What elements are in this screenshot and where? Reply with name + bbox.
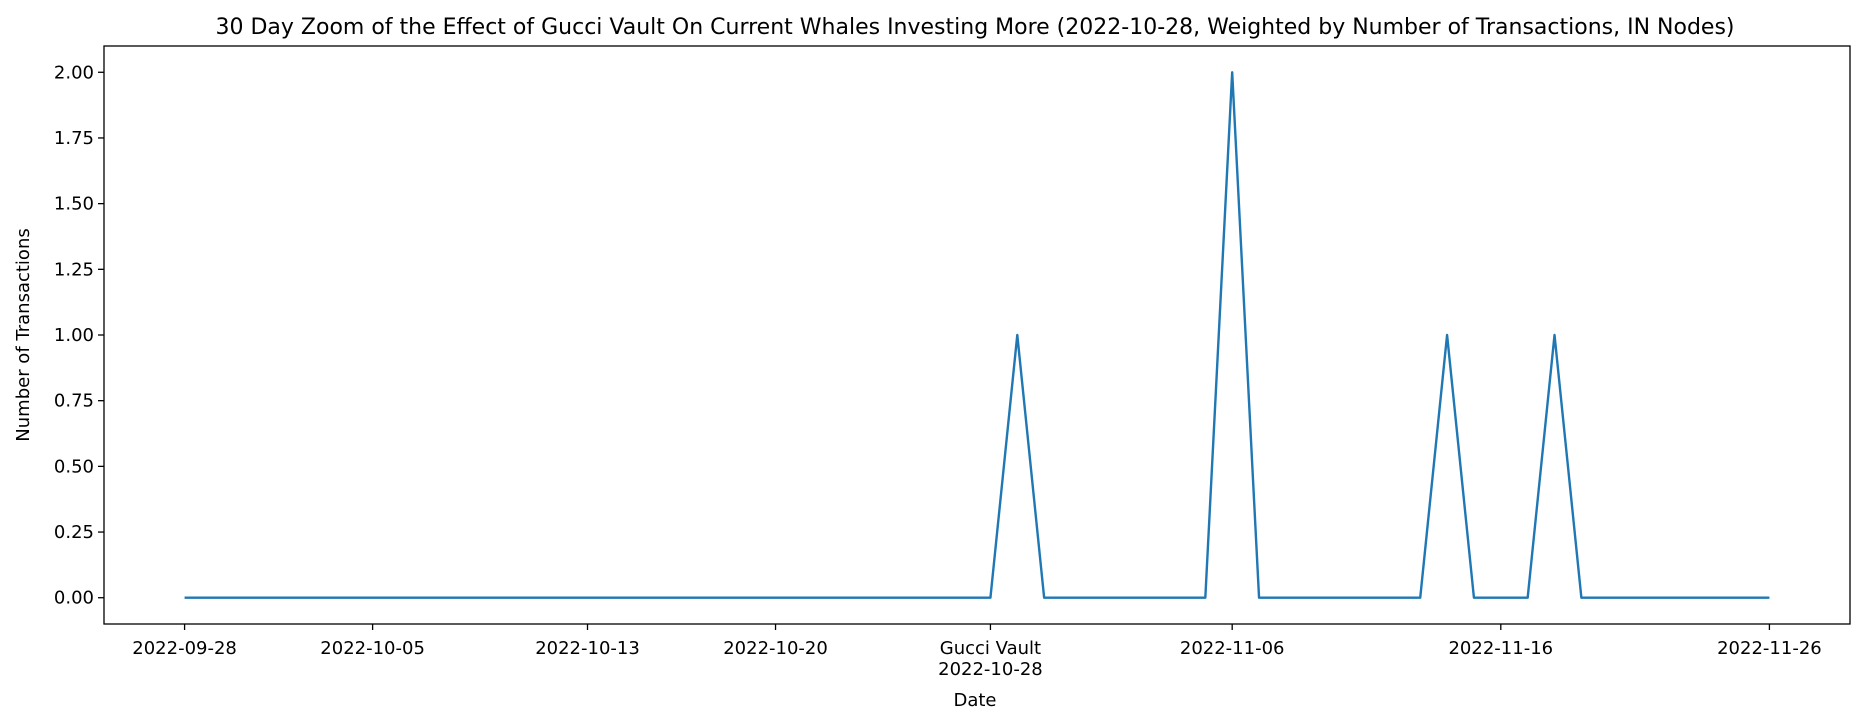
y-tick-label: 0.75 bbox=[54, 391, 94, 412]
y-tick-label: 1.00 bbox=[54, 325, 94, 346]
y-tick-label: 0.50 bbox=[54, 456, 94, 477]
chart-title: 30 Day Zoom of the Effect of Gucci Vault… bbox=[215, 15, 1734, 40]
y-tick-label: 1.50 bbox=[54, 194, 94, 215]
y-tick-label: 0.25 bbox=[54, 522, 94, 543]
x-tick-label: 2022-10-05 bbox=[320, 638, 425, 659]
x-tick-label: 2022-10-20 bbox=[723, 638, 828, 659]
series-line bbox=[184, 71, 1770, 599]
y-tick-label: 2.00 bbox=[54, 62, 94, 83]
y-axis: 0.00 0.25 0.50 0.75 1.00 1.25 1.50 1.75 2.00 bbox=[54, 62, 104, 609]
x-tick-label: 2022-11-26 bbox=[1717, 638, 1822, 659]
x-tick-label: Gucci Vault 2022-10-28 bbox=[938, 638, 1043, 680]
series-layer bbox=[184, 71, 1770, 599]
x-tick-label: 2022-09-28 bbox=[132, 638, 237, 659]
y-axis-label: Number of Transactions bbox=[13, 228, 34, 441]
x-axis: 2022-09-28 2022-10-05 2022-10-13 2022-10-20… bbox=[132, 624, 1822, 680]
y-tick-label: 1.75 bbox=[54, 128, 94, 149]
x-tick-label: 2022-10-13 bbox=[535, 638, 640, 659]
x-axis-label: Date bbox=[953, 690, 996, 711]
y-tick-label: 1.25 bbox=[54, 259, 94, 280]
plot-frame bbox=[103, 45, 1851, 625]
x-tick-label: 2022-11-16 bbox=[1448, 638, 1553, 659]
x-tick-label: 2022-11-06 bbox=[1180, 638, 1285, 659]
y-tick-label: 0.00 bbox=[54, 588, 94, 609]
